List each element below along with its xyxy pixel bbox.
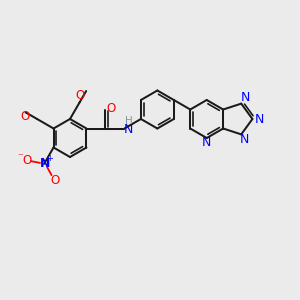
Text: O: O <box>76 89 85 102</box>
Text: N: N <box>202 136 211 148</box>
Text: O: O <box>22 154 32 166</box>
Text: N: N <box>255 112 264 125</box>
Text: +: + <box>46 154 53 164</box>
Text: O: O <box>21 110 30 124</box>
Text: N: N <box>124 123 133 136</box>
Text: N: N <box>240 133 249 146</box>
Text: N: N <box>241 91 250 104</box>
Text: O: O <box>107 102 116 115</box>
Text: ⁻: ⁻ <box>17 152 23 162</box>
Text: H: H <box>124 116 132 127</box>
Text: N: N <box>40 158 50 170</box>
Text: O: O <box>50 174 59 187</box>
